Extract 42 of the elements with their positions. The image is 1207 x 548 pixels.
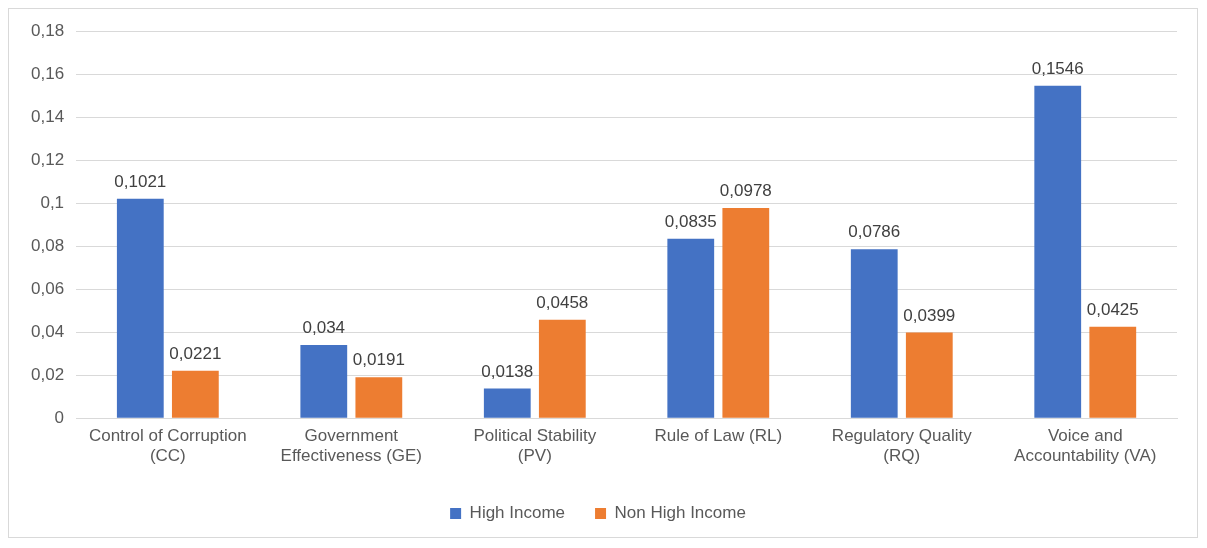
y-tick-label: 0,14 (30, 106, 65, 126)
data-label: 0,0399 (903, 305, 956, 325)
data-label: 0,0786 (848, 222, 901, 242)
data-label: 0,0191 (352, 350, 405, 370)
y-tick-label: 0,06 (30, 278, 65, 298)
bar (905, 332, 953, 418)
bar (850, 249, 898, 418)
x-tick-label: Regulatory Quality (RQ) (831, 426, 973, 466)
bar (722, 207, 770, 418)
y-tick-label: 0,16 (30, 63, 65, 83)
y-tick-label: 0,12 (30, 149, 65, 169)
data-label: 0,0978 (719, 181, 772, 201)
data-label: 0,1021 (114, 171, 167, 191)
data-label: 0,0425 (1086, 300, 1139, 320)
data-label: 0,0138 (481, 361, 534, 381)
y-tick-label: 0,18 (30, 20, 65, 40)
data-label: 0,0835 (664, 211, 717, 231)
x-tick-label: Government Effectiveness (GE) (280, 426, 423, 466)
data-label: 0,034 (302, 318, 346, 338)
x-tick-label: Control of Corruption (CC) (88, 426, 247, 466)
legend-label: Non High Income (614, 503, 746, 523)
bar (300, 345, 348, 418)
bar (116, 198, 164, 418)
x-tick-label: Rule of Law (RL) (654, 426, 783, 446)
bar (171, 370, 219, 418)
y-tick-label: 0,04 (30, 321, 65, 341)
x-tick-label: Voice and Accountability (VA) (1014, 426, 1157, 466)
x-tick-label: Political Stability (PV) (473, 426, 597, 466)
data-label: 0,1546 (1031, 59, 1084, 78)
y-tick-label: 0,02 (30, 364, 65, 384)
y-tick-label: 0 (54, 407, 65, 427)
data-label: 0,0458 (536, 292, 589, 312)
data-label: 0,0221 (169, 343, 222, 363)
y-tick-label: 0,1 (40, 192, 65, 212)
bar (1089, 326, 1137, 418)
legend-label: High Income (469, 503, 566, 523)
bar (1034, 85, 1082, 418)
bar (483, 388, 531, 418)
y-tick-label: 0,08 (30, 235, 65, 255)
bar (538, 319, 586, 418)
bar (667, 238, 715, 418)
bar (355, 377, 403, 418)
